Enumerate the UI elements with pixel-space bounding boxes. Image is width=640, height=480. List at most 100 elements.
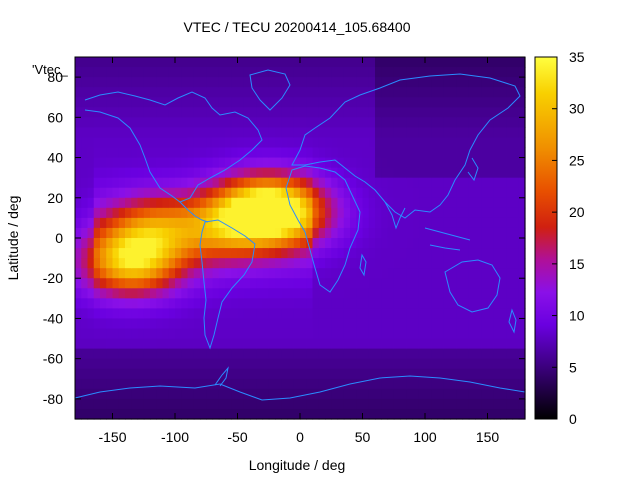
heatmap-cell (325, 338, 332, 350)
heatmap-cell (143, 308, 151, 320)
heatmap-cell (93, 388, 101, 400)
heatmap-cell (187, 107, 195, 118)
heatmap-cell (156, 77, 164, 88)
heatmap-cell (468, 97, 476, 108)
heatmap-cell (331, 97, 339, 108)
heatmap-cell (481, 147, 489, 159)
colorbar-tick-label: 35 (569, 49, 585, 65)
heatmap-cell (450, 398, 457, 410)
heatmap-cell (350, 238, 357, 249)
heatmap-cell (343, 378, 351, 390)
heatmap-cell (181, 197, 189, 209)
heatmap-cell (325, 217, 332, 229)
heatmap-cell (512, 338, 520, 350)
heatmap-cell (131, 398, 139, 410)
heatmap-cell (312, 207, 320, 219)
heatmap-cell (462, 107, 470, 118)
heatmap-cell (212, 167, 220, 179)
heatmap-cell (306, 378, 314, 390)
heatmap-cell (368, 167, 376, 179)
heatmap-cell (87, 298, 95, 309)
heatmap-cell (75, 268, 82, 279)
heatmap-cell (406, 107, 414, 118)
heatmap-cell (175, 177, 182, 189)
heatmap-cell (318, 288, 326, 299)
heatmap-cell (431, 308, 439, 320)
heatmap-cell (475, 248, 482, 259)
heatmap-cell (312, 117, 320, 128)
heatmap-cell (518, 368, 526, 380)
heatmap-cell (400, 187, 407, 199)
heatmap-cell (143, 217, 151, 229)
heatmap-cell (231, 348, 239, 360)
heatmap-cell (300, 137, 307, 149)
heatmap-cell (193, 167, 201, 179)
heatmap-cell (312, 187, 320, 199)
heatmap-cell (312, 258, 320, 269)
heatmap-cell (475, 328, 482, 340)
heatmap-cell (75, 308, 82, 320)
heatmap-cell (493, 227, 501, 239)
heatmap-cell (112, 378, 120, 390)
heatmap-cell (456, 157, 464, 169)
heatmap-cell (162, 278, 170, 289)
heatmap-cell (237, 368, 245, 380)
heatmap-cell (518, 167, 526, 179)
heatmap-cell (237, 217, 245, 229)
heatmap-cell (106, 388, 114, 400)
heatmap-cell (193, 308, 201, 320)
heatmap-cell (350, 388, 357, 400)
heatmap-cell (268, 248, 276, 259)
heatmap-cell (162, 207, 170, 219)
heatmap-cell (268, 338, 276, 350)
heatmap-cell (312, 358, 320, 370)
heatmap-cell (218, 107, 226, 118)
heatmap-cell (237, 157, 245, 169)
heatmap-cell (118, 217, 126, 229)
heatmap-cell (312, 398, 320, 410)
heatmap-cell (187, 127, 195, 139)
heatmap-cell (275, 147, 282, 159)
heatmap-cell (131, 207, 139, 219)
heatmap-cell (437, 238, 445, 249)
heatmap-cell (275, 408, 282, 420)
heatmap-cell (500, 318, 507, 330)
heatmap-cell (200, 67, 207, 78)
heatmap-cell (206, 87, 214, 98)
heatmap-cell (237, 268, 245, 279)
heatmap-cell (481, 278, 489, 289)
heatmap-cell (425, 338, 432, 350)
heatmap-cell (387, 348, 395, 360)
heatmap-cell (268, 378, 276, 390)
heatmap-cell (481, 197, 489, 209)
heatmap-cell (100, 57, 107, 68)
heatmap-cell (337, 318, 345, 330)
heatmap-cell (412, 167, 420, 179)
heatmap-cell (468, 57, 476, 68)
heatmap-cell (512, 318, 520, 330)
heatmap-cell (481, 127, 489, 139)
heatmap-cell (512, 97, 520, 108)
heatmap-cell (487, 288, 495, 299)
heatmap-cell (450, 147, 457, 159)
heatmap-cell (306, 177, 314, 189)
heatmap-cell (506, 107, 514, 118)
heatmap-cell (312, 87, 320, 98)
heatmap-cell (500, 157, 507, 169)
heatmap-cell (168, 177, 176, 189)
heatmap-cell (343, 167, 351, 179)
heatmap-cell (100, 308, 107, 320)
heatmap-cell (381, 388, 389, 400)
heatmap-cell (456, 77, 464, 88)
heatmap-cell (300, 87, 307, 98)
heatmap-cell (443, 408, 451, 420)
heatmap-cell (137, 348, 145, 360)
heatmap-cell (262, 177, 270, 189)
heatmap-cell (243, 268, 251, 279)
heatmap-cell (406, 187, 414, 199)
heatmap-cell (500, 258, 507, 269)
heatmap-cell (356, 67, 364, 78)
heatmap-cell (506, 87, 514, 98)
heatmap-cell (437, 207, 445, 219)
heatmap-cell (325, 157, 332, 169)
